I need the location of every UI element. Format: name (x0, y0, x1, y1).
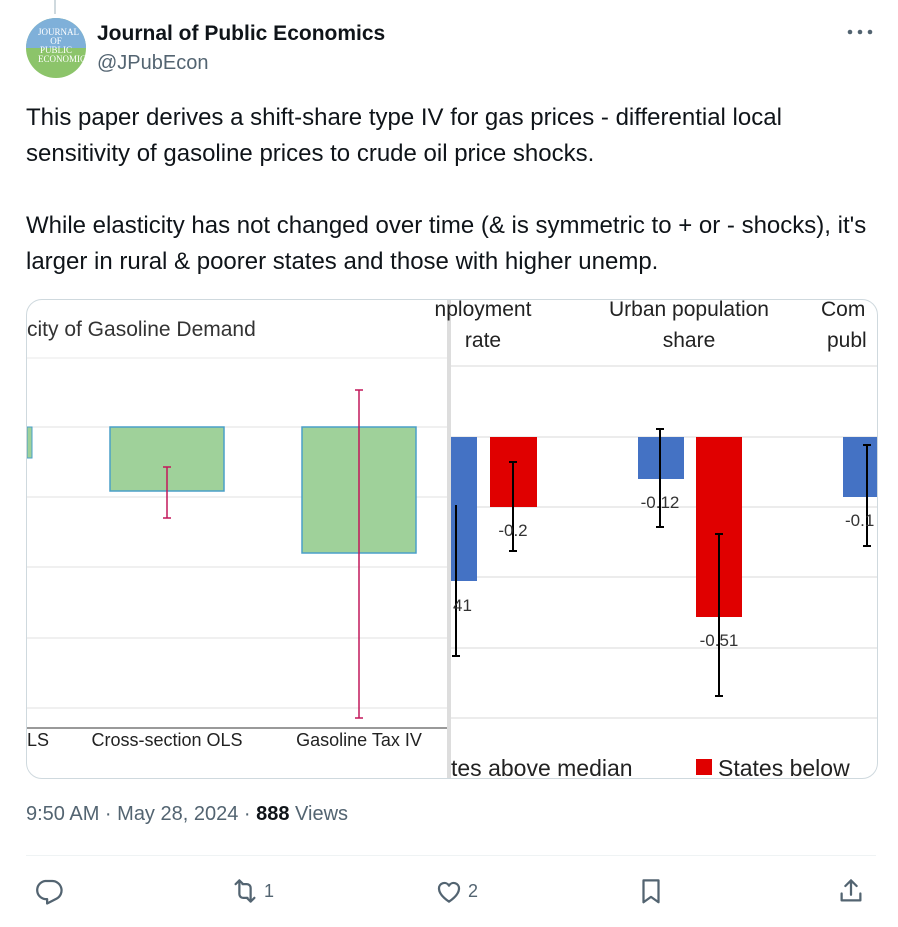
data-label: -0.1 (845, 511, 874, 530)
action-bar: 1 2 (26, 868, 876, 918)
like-count: 2 (468, 880, 479, 901)
views-label: Views (289, 803, 349, 825)
divider (26, 855, 876, 856)
category-label: rate (465, 329, 501, 352)
repost-button[interactable]: 1 (230, 876, 274, 906)
avatar[interactable]: JOURNAL OF PUBLIC ECONOMICS (26, 18, 86, 78)
reply-icon (36, 879, 63, 905)
timestamp-views: 9:50 AM · May 28, 2024 · 888 Views (26, 803, 348, 826)
thread-connector-line (54, 0, 56, 14)
data-label: -0.2 (498, 521, 527, 540)
tweet-text: This paper derives a shift-share type IV… (26, 100, 876, 280)
views-count: 888 (256, 803, 290, 825)
chart-title: city of Gasoline Demand (27, 318, 256, 341)
bar-above-median (451, 437, 477, 581)
share-button[interactable] (836, 876, 866, 906)
category-label: publ (827, 329, 867, 352)
left-chart: city of Gasoline Demand LS Cross-section… (27, 318, 447, 750)
x-tick-label: Gasoline Tax IV (296, 730, 422, 750)
data-label: -0.12 (641, 493, 680, 512)
avatar-logo-text: JOURNAL OF PUBLIC ECONOMICS (38, 27, 86, 64)
bar-above-median (843, 437, 877, 497)
repost-icon (234, 879, 256, 903)
bookmark-button[interactable] (636, 876, 666, 906)
category-label: Com (821, 300, 865, 321)
x-tick-label: Cross-section OLS (91, 730, 242, 750)
like-icon (437, 881, 461, 903)
bookmark-icon (642, 879, 660, 904)
legend-label: States below (718, 755, 850, 778)
avatar-top (26, 18, 86, 48)
repost-count: 1 (264, 880, 275, 901)
account-name[interactable]: Journal of Public Economics (97, 22, 386, 45)
account-handle[interactable]: @JPubEcon (97, 52, 209, 74)
share-icon (840, 879, 862, 902)
legend-swatch (696, 759, 712, 775)
data-label: -0.51 (700, 631, 739, 650)
x-tick-label: LS (27, 730, 49, 750)
tweet-media-image[interactable]: city of Gasoline Demand LS Cross-section… (26, 299, 878, 779)
paragraph-spacer (26, 172, 876, 208)
more-icon[interactable] (846, 20, 874, 43)
tweet-paragraph-2: While elasticity has not changed over ti… (26, 212, 867, 275)
bar-ls (27, 426, 33, 459)
like-button[interactable]: 2 (434, 876, 478, 906)
legend-label: tes above median (451, 755, 633, 778)
tweet-paragraph-1: This paper derives a shift-share type IV… (26, 104, 782, 167)
reply-button[interactable] (34, 876, 68, 906)
category-label: share (663, 329, 716, 352)
timestamp[interactable]: 9:50 AM · May 28, 2024 · (26, 803, 257, 825)
right-chart: nployment rate Urban population share Co… (435, 300, 877, 778)
data-label: 41 (453, 596, 472, 615)
chart-image: city of Gasoline Demand LS Cross-section… (27, 300, 877, 778)
category-label: Urban population (609, 300, 769, 321)
category-label: nployment (435, 300, 532, 321)
